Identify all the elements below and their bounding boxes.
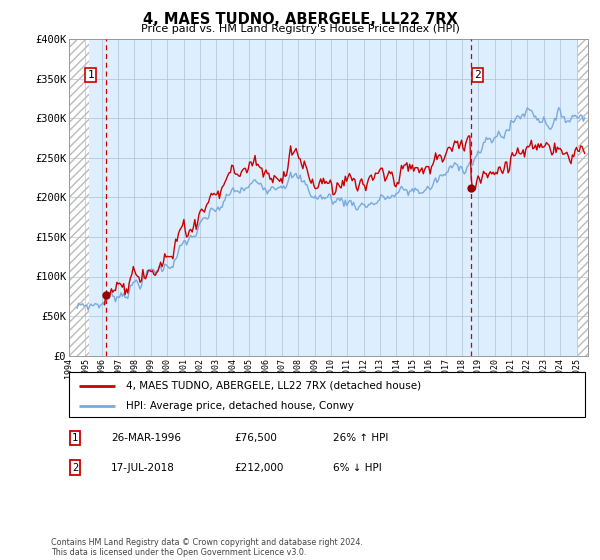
Text: Price paid vs. HM Land Registry's House Price Index (HPI): Price paid vs. HM Land Registry's House … (140, 24, 460, 34)
Text: 26-MAR-1996: 26-MAR-1996 (111, 433, 181, 443)
Bar (69, 39, 89, 356)
Text: HPI: Average price, detached house, Conwy: HPI: Average price, detached house, Conw… (126, 401, 353, 411)
Text: 2: 2 (474, 70, 481, 80)
Text: £212,000: £212,000 (234, 463, 283, 473)
Bar (578, 39, 588, 356)
Text: 17-JUL-2018: 17-JUL-2018 (111, 463, 175, 473)
Text: 2: 2 (72, 463, 78, 473)
Text: 1: 1 (72, 433, 78, 443)
Text: 1: 1 (88, 70, 94, 80)
Bar (578, 39, 588, 356)
FancyBboxPatch shape (69, 372, 585, 417)
Text: Contains HM Land Registry data © Crown copyright and database right 2024.
This d: Contains HM Land Registry data © Crown c… (51, 538, 363, 557)
Text: 4, MAES TUDNO, ABERGELE, LL22 7RX: 4, MAES TUDNO, ABERGELE, LL22 7RX (143, 12, 457, 27)
Bar (69, 39, 89, 356)
Text: 4, MAES TUDNO, ABERGELE, LL22 7RX (detached house): 4, MAES TUDNO, ABERGELE, LL22 7RX (detac… (126, 381, 421, 391)
Text: 26% ↑ HPI: 26% ↑ HPI (333, 433, 388, 443)
Text: 6% ↓ HPI: 6% ↓ HPI (333, 463, 382, 473)
Text: £76,500: £76,500 (234, 433, 277, 443)
